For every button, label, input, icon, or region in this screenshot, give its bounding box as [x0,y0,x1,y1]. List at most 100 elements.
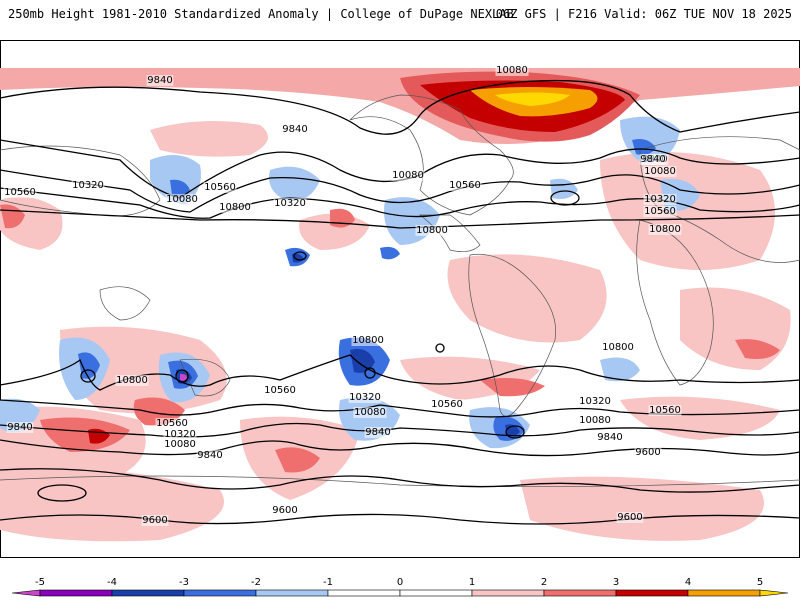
colorbar-segment [183,589,257,597]
contour-label: 10560 [644,206,676,217]
colorbar-segment [111,589,185,597]
contour-label: 10080 [164,439,196,450]
contour-label-bg [495,65,529,76]
contour-label-bg [281,124,309,135]
colorbar-tick-label: 1 [469,577,475,588]
contour-label: 10320 [72,180,104,191]
contour-label: 9840 [7,422,32,433]
contour-label-bg [648,224,682,235]
contour-label: 10320 [164,429,196,440]
contour-label-bg [165,194,199,205]
map-header: 250mb Height 1981-2010 Standardized Anom… [0,0,800,40]
colorbar-segment [471,589,545,597]
contour-labels: 1008098409840984010320105601008010560108… [3,65,682,526]
contour-label-bg [348,392,382,403]
contour-label: 10320 [274,198,306,209]
contour-label: 10560 [649,405,681,416]
contour-label: 10080 [392,170,424,181]
colorbar-tick-label: -5 [35,577,45,588]
contour-label: 9600 [635,447,660,458]
contour-label-bg [643,194,677,205]
contour-label-bg [273,198,307,209]
contour-label-bg [3,187,37,198]
contour-label-bg [634,447,662,458]
contour-label-bg [351,335,385,346]
contour-label: 10080 [166,194,198,205]
anomaly-map: 1008098409840984010320105601008010560108… [0,40,800,558]
colorbar-low-arrow [11,589,41,597]
colorbar-tick-label: -2 [251,577,261,588]
contour-label: 9600 [617,512,642,523]
contour-label-bg [163,429,197,440]
contour-label-bg [391,170,425,181]
colorbar-segment [543,589,617,597]
anomaly-shading [0,68,800,542]
colorbar-tick-label: 0 [397,577,403,588]
colorbar-segment [615,589,689,597]
colorbar-tick-label: -3 [179,577,189,588]
contour-label: 10800 [416,225,448,236]
model-run-info: 06Z GFS | F216 Valid: 06Z TUE NOV 18 202… [495,7,792,21]
contour-label: 10800 [352,335,384,346]
contour-label-bg [141,515,169,526]
contour-label: 10560 [431,399,463,410]
contour-label: 10320 [349,392,381,403]
map-title: 250mb Height 1981-2010 Standardized Anom… [8,7,514,21]
contour-label: 10080 [354,407,386,418]
contour-label-bg [596,432,624,443]
colorbar-tick-label: -4 [107,577,117,588]
contour-label: 10320 [644,194,676,205]
contour-label: 10560 [4,187,36,198]
contour-label: 9840 [197,450,222,461]
colorbar-segment [687,589,761,597]
contour-label: 10560 [204,182,236,193]
contour-label-bg [364,427,392,438]
contour-label-bg [578,415,612,426]
colorbar-tick-label: 3 [613,577,619,588]
contour-label-bg [115,375,149,386]
contour-label-bg [146,75,174,86]
contour-label-bg [448,180,482,191]
contour-label-bg [203,182,237,193]
contour-label-bg [415,225,449,236]
colorbar-tick-label: 4 [685,577,691,588]
contour-label: 9840 [597,432,622,443]
colorbar-tick-label: -1 [323,577,333,588]
contour-label-bg [163,439,197,450]
contour-label-bg [648,405,682,416]
contour-label-bg [616,512,644,523]
contour-label: 10800 [116,375,148,386]
contour-label-bg [155,418,189,429]
contour-label: 10560 [156,418,188,429]
anomaly-colorbar: -5 -4 -3 -2 -1 0 1 2 3 4 5 [11,577,789,597]
contour-label: 10080 [644,166,676,177]
contour-label: 10560 [449,180,481,191]
colorbar-segment [399,589,473,597]
contour-label: 10320 [579,396,611,407]
contour-label-bg [601,342,635,353]
contour-label: 9840 [365,427,390,438]
contour-label-bg [643,206,677,217]
contour-label: 10800 [602,342,634,353]
contour-label-bg [639,154,667,165]
contour-label: 9600 [272,505,297,516]
contour-label: 10800 [649,224,681,235]
colorbar-tick-label: 5 [757,577,763,588]
colorbar-segment [255,589,329,597]
contour-label: 10080 [496,65,528,76]
contour-label: 9840 [147,75,172,86]
contour-label: 10560 [264,385,296,396]
contour-label-bg [196,450,224,461]
contour-label: 9840 [640,154,665,165]
contour-label: 10800 [219,202,251,213]
contour-label-bg [263,385,297,396]
contour-label: 9600 [142,515,167,526]
contour-label: 10080 [579,415,611,426]
contour-label-bg [71,180,105,191]
colorbar-segments [11,589,789,597]
colorbar-tick-labels: -5 -4 -3 -2 -1 0 1 2 3 4 5 [35,577,763,588]
height-contours [0,79,800,525]
contour-label-bg [6,422,34,433]
colorbar-high-arrow [759,589,789,597]
contour-label-bg [353,407,387,418]
